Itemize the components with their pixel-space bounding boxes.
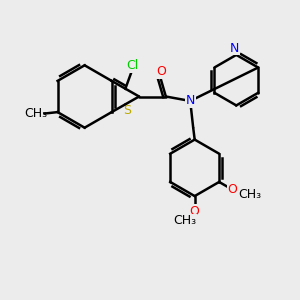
Text: O: O	[190, 205, 200, 218]
Text: S: S	[123, 104, 131, 117]
Text: CH₃: CH₃	[174, 214, 197, 227]
Text: CH₃: CH₃	[238, 188, 262, 201]
Text: N: N	[185, 94, 195, 107]
Text: Cl: Cl	[127, 59, 139, 72]
Text: CH₃: CH₃	[24, 107, 47, 120]
Text: O: O	[156, 65, 166, 78]
Text: N: N	[230, 42, 239, 55]
Text: O: O	[228, 183, 238, 196]
